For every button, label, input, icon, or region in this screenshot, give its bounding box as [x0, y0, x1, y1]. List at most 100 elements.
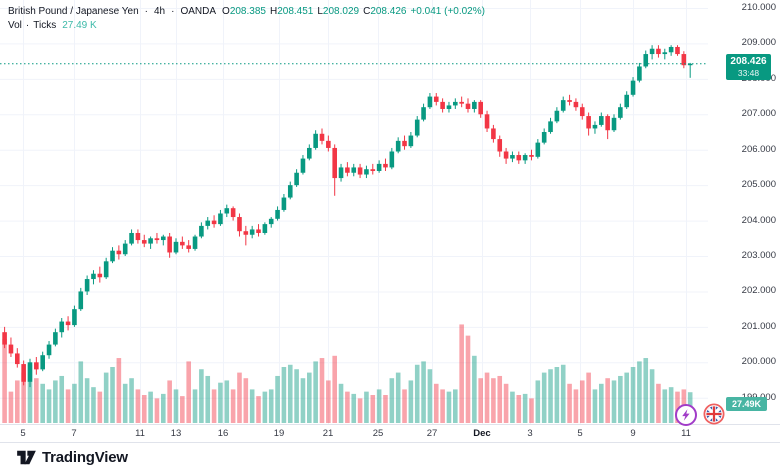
candle-body [510, 155, 515, 159]
time-axis-label: 13 [170, 428, 182, 439]
candle-body [579, 107, 585, 117]
low-value: 208.029 [322, 6, 360, 17]
volume-bar [491, 378, 496, 423]
volume-bar [326, 380, 331, 423]
volume-bar [173, 389, 179, 423]
price-axis-label: 201.000 [741, 320, 776, 332]
time-axis-label: 5 [577, 428, 583, 439]
volume-label[interactable]: Vol [8, 20, 22, 31]
candle-body [27, 362, 33, 382]
candle-body [59, 321, 65, 333]
candle-body [53, 332, 58, 345]
price-axis-label: 202.000 [741, 285, 776, 297]
volume-bar [307, 372, 312, 423]
candle-body [611, 117, 617, 131]
volume-bar [395, 372, 401, 423]
volume-row: Vol · Ticks 27.49 K [8, 19, 485, 33]
candle-body [599, 116, 604, 125]
candle-body [433, 96, 439, 102]
footer: TradingView [0, 443, 780, 470]
volume-bar [357, 398, 363, 423]
candle-body [446, 105, 452, 109]
last-price-badge: 208.426 33:48 [726, 53, 771, 80]
tradingview-logo[interactable]: TradingView [16, 449, 128, 466]
candle-body [421, 107, 426, 120]
volume-bar [287, 364, 293, 423]
candle-body [313, 133, 318, 148]
volume-bar [192, 389, 198, 423]
volume-bar [319, 358, 325, 423]
price-axis-label: 205.000 [741, 179, 776, 191]
exchange-label: OANDA [180, 6, 217, 17]
candle-body [497, 139, 503, 152]
volume-bar [186, 361, 191, 423]
volume-bar [586, 372, 591, 423]
candle-body [141, 240, 147, 244]
volume-bar [21, 372, 26, 423]
candle-body [605, 116, 610, 131]
candle-body [319, 133, 325, 141]
volume-bar [662, 389, 668, 423]
volume-bar [643, 358, 649, 423]
candle-body [230, 208, 236, 218]
time-axis-label: 7 [71, 428, 77, 439]
chart-plot-area[interactable] [0, 0, 708, 424]
separator: · [25, 20, 30, 31]
change-value: +0.041 (+0.02%) [410, 6, 485, 17]
candle-body [370, 169, 376, 171]
candle-body [8, 344, 14, 354]
interval-label[interactable]: 4h [154, 6, 166, 17]
candle-body [592, 124, 598, 129]
instant-trading-button[interactable] [674, 403, 698, 427]
candle-body [503, 151, 509, 159]
volume-bar [275, 375, 280, 423]
candle-body [548, 121, 553, 133]
volume-bar [541, 372, 547, 423]
volume-bar [161, 393, 166, 423]
candle-body [243, 231, 249, 235]
volume-bar [345, 391, 350, 423]
volume-bar [243, 378, 249, 423]
candle-body [357, 167, 363, 175]
volume-bar [237, 372, 242, 423]
candle-body [618, 107, 623, 118]
volume-bar [2, 339, 7, 423]
volume-bar [529, 398, 534, 423]
candle-body [656, 48, 661, 55]
close-label: C [363, 6, 371, 17]
volume-bar [637, 361, 642, 423]
candle-body [129, 232, 134, 244]
symbol-title[interactable]: British Pound / Japanese Yen [8, 6, 139, 17]
time-axis-label: 27 [426, 428, 438, 439]
volume-bar [205, 375, 211, 423]
candle-body [402, 140, 407, 147]
candle-body [237, 217, 242, 232]
volume-bar [211, 389, 217, 423]
volume-bar [370, 395, 376, 423]
volume-bar [218, 382, 223, 423]
candle-body [199, 225, 204, 237]
candle-body [529, 155, 534, 157]
candle-body [440, 101, 445, 109]
volume-bar [472, 355, 477, 423]
volume-bar [484, 372, 490, 423]
volume-value: 27.49 K [62, 20, 97, 31]
time-axis[interactable]: 5 7 11 13 16 19 21 25 27 Dec 3 5 9 11 [0, 425, 780, 442]
price-axis-label: 200.000 [741, 356, 776, 368]
candle-body [459, 101, 464, 104]
volume-bar [459, 324, 464, 423]
candle-body [34, 362, 39, 370]
volume-bar [408, 380, 414, 423]
candle-body [167, 236, 172, 253]
candle-body [116, 250, 122, 255]
volume-bar [554, 367, 560, 423]
candle-body [300, 158, 306, 173]
volume-bar [516, 395, 522, 423]
volume-bar [522, 393, 528, 423]
candle-body [643, 54, 649, 67]
volume-bar [630, 367, 636, 423]
gbp-flag-button[interactable] [703, 403, 725, 425]
price-axis-label: 206.000 [741, 143, 776, 155]
volume-bar [167, 380, 172, 423]
